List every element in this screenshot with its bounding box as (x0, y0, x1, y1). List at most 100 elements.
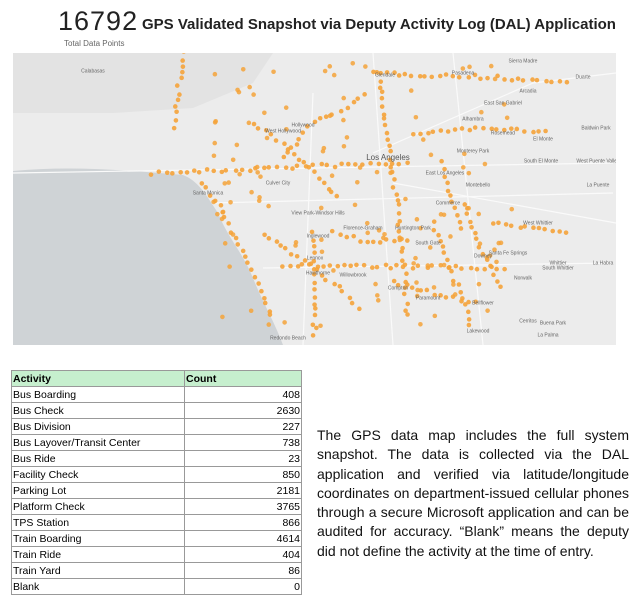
gps-point (473, 236, 479, 241)
gps-point (379, 89, 385, 95)
gps-point (204, 167, 210, 172)
gps-point (431, 227, 437, 233)
gps-point (312, 295, 318, 300)
gps-point (466, 299, 471, 305)
gps-point (392, 70, 397, 75)
gps-point (312, 302, 317, 307)
map-label: Whittier (550, 260, 567, 266)
gps-point (255, 170, 260, 175)
gps-point (378, 70, 383, 76)
gps-point (312, 119, 318, 125)
gps-point (262, 232, 267, 238)
activity-cell: Blank (11, 578, 185, 595)
gps-point (321, 180, 327, 186)
gps-point (443, 72, 449, 77)
gps-point (306, 262, 312, 267)
gps-point (207, 193, 213, 198)
gps-point (404, 271, 409, 276)
gps-point (317, 176, 322, 181)
gps-point (274, 164, 280, 170)
gps-point (405, 238, 410, 243)
gps-point (344, 234, 350, 240)
gps-point (388, 265, 393, 271)
gps-point (174, 109, 179, 115)
gps-point (424, 287, 430, 293)
description: The GPS data map includes the full syste… (317, 427, 629, 559)
gps-point (376, 228, 382, 233)
gps-point (314, 325, 319, 331)
gps-point (323, 114, 329, 120)
gps-point (219, 216, 225, 222)
gps-point (474, 266, 480, 272)
gps-point (429, 74, 435, 80)
total-label: Total Data Points (64, 39, 125, 48)
gps-point (494, 266, 499, 272)
gps-point (354, 262, 359, 268)
gps-point (401, 291, 407, 297)
gps-point (504, 115, 510, 121)
gps-point (247, 84, 252, 90)
gps-point (283, 105, 289, 110)
gps-point (148, 172, 154, 177)
gps-point (256, 281, 261, 286)
gps-point (262, 110, 267, 116)
gps-point (310, 322, 316, 328)
map-label: West Whittier (523, 220, 553, 226)
gps-point (335, 263, 341, 269)
gps-point (536, 129, 541, 134)
gps-point (402, 71, 408, 77)
gps-point (427, 245, 433, 250)
gps-point (283, 165, 289, 170)
gps-point (501, 102, 507, 107)
gps-point (300, 130, 306, 135)
activity-cell: Train Ride (11, 546, 185, 563)
gps-point (445, 257, 450, 263)
gps-point (179, 75, 184, 81)
gps-point (362, 92, 367, 97)
map-label: Glendale (375, 72, 395, 78)
gps-point (503, 222, 509, 227)
gps-point (549, 79, 554, 85)
map-label: Downey (474, 253, 493, 259)
gps-point (318, 323, 323, 329)
gps-point (425, 263, 431, 268)
gps-point (390, 185, 396, 190)
gps-point (226, 221, 231, 226)
gps-point (508, 223, 514, 229)
gps-point (466, 75, 472, 80)
map-label: West Puente Valley (576, 158, 616, 164)
gps-point (280, 264, 285, 269)
gps-point (477, 241, 483, 247)
gps-point (445, 129, 451, 134)
gps-point (381, 116, 387, 121)
gps-point (223, 168, 229, 173)
gps-point (338, 108, 344, 114)
map-label: Sierra Madre (509, 58, 538, 64)
activity-table: Activity Count Bus Boarding 408 Bus Check 263… (11, 370, 302, 595)
gps-point (378, 79, 384, 84)
gps-point (227, 264, 232, 269)
gps-point (196, 169, 202, 175)
gps-point (351, 99, 357, 105)
gps-point (222, 241, 228, 246)
count-cell: 866 (184, 514, 302, 531)
gps-point (399, 249, 405, 254)
gps-point (502, 266, 507, 272)
gps-point (180, 64, 186, 69)
gps-point (379, 95, 385, 101)
map-label: La Puente (587, 182, 610, 188)
gps-point (420, 137, 426, 142)
gps-point (364, 220, 370, 226)
activity-cell: Train Boarding (11, 530, 185, 547)
page-title: GPS Validated Snapshot via Deputy Activi… (142, 16, 616, 33)
gps-point (230, 157, 236, 163)
gps-point (383, 262, 389, 268)
activity-cell: Parking Lot (11, 482, 185, 499)
gps-point (441, 262, 447, 268)
table-row: Parking Lot 2181 (11, 482, 302, 499)
gps-point (170, 171, 175, 176)
gps-point (411, 131, 416, 137)
gps-point (394, 262, 399, 268)
map-label: East San Gabriel (484, 100, 522, 106)
table-row: Bus Division 227 (11, 418, 302, 435)
